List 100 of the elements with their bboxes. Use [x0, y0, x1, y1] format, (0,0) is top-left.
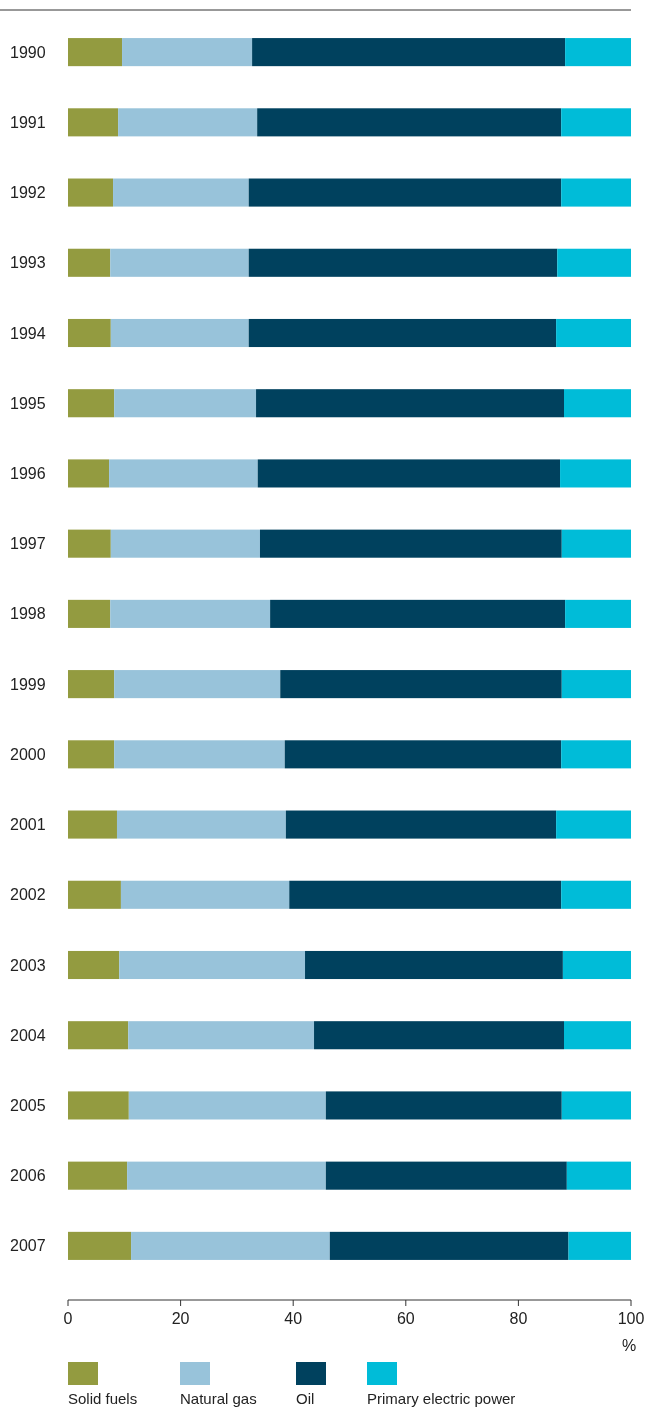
bar [556, 318, 631, 348]
bar [257, 108, 562, 137]
y-tick-label: 2002 [10, 886, 46, 904]
bar [568, 1231, 631, 1260]
y-tick-label: 2003 [10, 956, 46, 974]
bar [110, 599, 271, 628]
bar [114, 389, 257, 418]
bar [110, 318, 249, 348]
bar [113, 178, 249, 207]
y-tick-label: 1995 [10, 394, 46, 412]
y-tick-label: 2005 [10, 1096, 46, 1114]
y-tick-label: 2007 [10, 1237, 46, 1255]
bar [305, 950, 563, 980]
y-tick-label: 1998 [10, 605, 46, 623]
bar [68, 950, 120, 980]
bar [280, 670, 562, 699]
bar [128, 1091, 326, 1120]
bar [248, 248, 558, 277]
bar [329, 1231, 569, 1260]
bar [110, 248, 249, 277]
bar [566, 1161, 631, 1190]
bar [248, 178, 562, 207]
bar [289, 880, 562, 909]
bar [118, 108, 258, 137]
bar [314, 1021, 564, 1050]
bar [561, 740, 631, 769]
y-tick-label: 1996 [10, 464, 46, 482]
bar [68, 459, 110, 488]
bar [110, 529, 260, 558]
bar [564, 1021, 631, 1050]
y-tick-label: 1991 [10, 113, 46, 131]
bar [122, 38, 253, 67]
legend-label: Primary electric power [367, 1390, 516, 1407]
bar [68, 599, 111, 628]
bar [68, 248, 111, 277]
bar [562, 950, 631, 980]
bar [252, 38, 566, 67]
x-tick-label: 60 [396, 1310, 415, 1327]
y-tick-label: 1992 [10, 184, 46, 202]
bar [68, 1161, 128, 1190]
bar [68, 108, 119, 137]
bar [325, 1091, 562, 1120]
y-tick-label: 1999 [10, 675, 46, 693]
y-tick-label: 1990 [10, 43, 46, 61]
bar [561, 880, 631, 909]
y-tick-label: 2006 [10, 1167, 46, 1185]
bar [119, 950, 306, 980]
bar [560, 459, 631, 488]
x-tick-label: 20 [171, 1310, 190, 1327]
bar [561, 1091, 631, 1120]
bar [68, 740, 115, 769]
bar [561, 670, 631, 699]
bar [68, 1091, 129, 1120]
bar [285, 810, 557, 839]
bar [120, 880, 290, 909]
bar [256, 389, 564, 418]
y-tick-label: 1993 [10, 254, 46, 272]
bar [284, 740, 562, 769]
bar [68, 670, 115, 699]
x-axis-title: % [621, 1337, 637, 1354]
y-tick-label: 1997 [10, 535, 46, 553]
legend-label: Natural gas [180, 1390, 257, 1407]
bar [68, 529, 111, 558]
legend-label: Solid fuels [68, 1390, 138, 1407]
bar [565, 599, 631, 628]
bar [68, 880, 121, 909]
bar [128, 1021, 315, 1050]
x-tick-label: 40 [284, 1310, 303, 1327]
bar [68, 318, 111, 348]
bar [109, 459, 258, 488]
bar [248, 318, 557, 348]
y-tick-label: 2004 [10, 1026, 46, 1044]
bar [564, 389, 631, 418]
bar [68, 178, 114, 207]
bar [68, 1231, 132, 1260]
bar [127, 1161, 326, 1190]
bar [114, 670, 281, 699]
legend-label: Oil [296, 1390, 315, 1407]
y-tick-label: 1994 [10, 324, 46, 342]
bar [556, 810, 631, 839]
bar [68, 1021, 129, 1050]
bar [68, 38, 123, 67]
bar [114, 740, 285, 769]
bar [325, 1161, 567, 1190]
bar [259, 529, 562, 558]
bar [561, 529, 631, 558]
y-tick-label: 2001 [10, 816, 46, 834]
y-tick-label: 2000 [10, 745, 46, 763]
x-tick-label: 100 [617, 1310, 645, 1327]
bar [561, 178, 631, 207]
x-tick-label: 80 [509, 1310, 528, 1327]
bar [257, 459, 561, 488]
bar [565, 38, 631, 67]
bar [131, 1231, 330, 1260]
x-tick-label: 0 [63, 1310, 73, 1327]
bar [68, 389, 115, 418]
bar [68, 810, 117, 839]
bar [561, 108, 631, 137]
bar [270, 599, 566, 628]
bar [557, 248, 631, 277]
